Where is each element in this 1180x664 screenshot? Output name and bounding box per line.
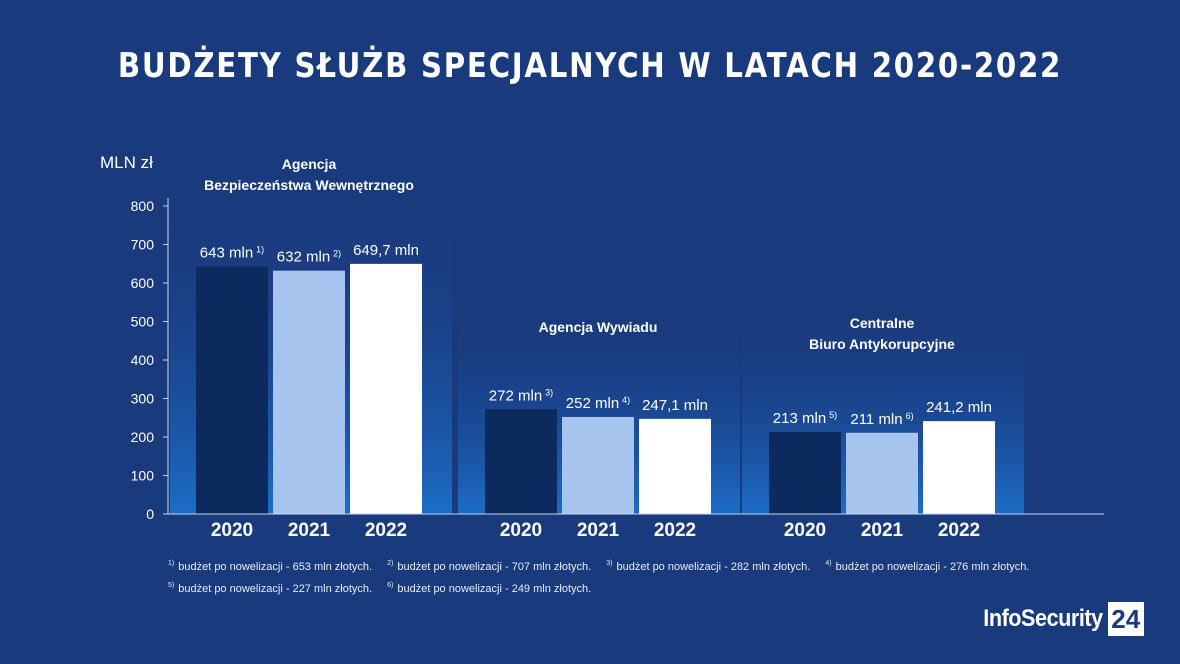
brand-logo: InfoSecurity 24 xyxy=(970,601,1144,637)
footnote-3: 3) budżet po nowelizacji - 282 mln złotyc… xyxy=(606,560,811,573)
footnote-6: 6) budżet po nowelizacji - 249 mln złotyc… xyxy=(387,582,592,595)
x-tick-label: 2021 xyxy=(288,520,331,541)
brand-name: InfoSecurity xyxy=(983,605,1103,632)
footnote-row: 5) budżet po nowelizacji - 227 mln złotyc… xyxy=(168,582,1068,604)
x-tick-label: 2020 xyxy=(211,520,253,541)
data-label: 632 mln 2) xyxy=(277,249,341,266)
y-tick-label: 300 xyxy=(131,391,155,407)
footnote-row: 1) budżet po nowelizacji - 653 mln złotyc… xyxy=(168,560,1068,582)
y-tick-label: 0 xyxy=(146,506,154,522)
data-label: 643 mln 1) xyxy=(200,244,264,261)
bar xyxy=(639,418,711,514)
bar xyxy=(923,421,995,514)
y-tick-label: 100 xyxy=(131,468,155,484)
bar xyxy=(485,409,557,514)
footnote-2: 2) budżet po nowelizacji - 707 mln złotyc… xyxy=(387,560,592,573)
x-tick-label: 2022 xyxy=(654,520,696,541)
footnote-1: 1) budżet po nowelizacji - 653 mln złotyc… xyxy=(168,560,373,573)
bar xyxy=(562,416,634,514)
data-label: 272 mln 3) xyxy=(489,387,553,404)
y-tick-label: 400 xyxy=(131,352,155,368)
group-label: Centralne xyxy=(850,315,915,331)
brand-badge: 24 xyxy=(1107,602,1144,636)
y-tick-label: 800 xyxy=(131,198,155,214)
bar xyxy=(846,432,918,514)
data-label: 213 mln 5) xyxy=(773,410,837,427)
group-label: Biuro Antykorupcyjne xyxy=(809,336,955,352)
footnote-4: 4) budżet po nowelizacji - 276 mln złotyc… xyxy=(825,560,1030,573)
page-title: BUDŻETY SŁUŻB SPECJALNYCH W LATACH 2020-… xyxy=(117,46,1063,86)
x-tick-label: 2021 xyxy=(577,520,620,541)
group-label: Bezpieczeństwa Wewnętrznego xyxy=(204,177,414,193)
data-label: 649,7 mln xyxy=(353,242,419,259)
bar xyxy=(273,270,345,514)
y-tick-label: 200 xyxy=(131,429,155,445)
y-tick-label: 700 xyxy=(131,237,155,253)
x-tick-label: 2022 xyxy=(365,520,407,541)
group-label: Agencja Wywiadu xyxy=(539,319,658,335)
bar xyxy=(350,263,422,514)
x-tick-label: 2020 xyxy=(784,520,826,541)
data-label: 241,2 mln xyxy=(926,399,992,416)
data-label: 247,1 mln xyxy=(642,397,708,414)
x-tick-label: 2021 xyxy=(861,520,904,541)
footnote-5: 5) budżet po nowelizacji - 227 mln złotyc… xyxy=(168,582,373,595)
bar xyxy=(196,266,268,514)
y-axis-label: MLN zł xyxy=(100,153,153,172)
x-tick-label: 2022 xyxy=(938,520,980,541)
data-label: 252 mln 4) xyxy=(566,395,630,412)
bar xyxy=(769,431,841,514)
footnotes: 1) budżet po nowelizacji - 653 mln złotyc… xyxy=(168,560,1068,604)
y-tick-label: 600 xyxy=(131,275,155,291)
group-label: Agencja xyxy=(282,156,337,172)
y-tick-label: 500 xyxy=(131,314,155,330)
x-tick-label: 2020 xyxy=(500,520,542,541)
data-label: 211 mln 6) xyxy=(850,411,913,428)
